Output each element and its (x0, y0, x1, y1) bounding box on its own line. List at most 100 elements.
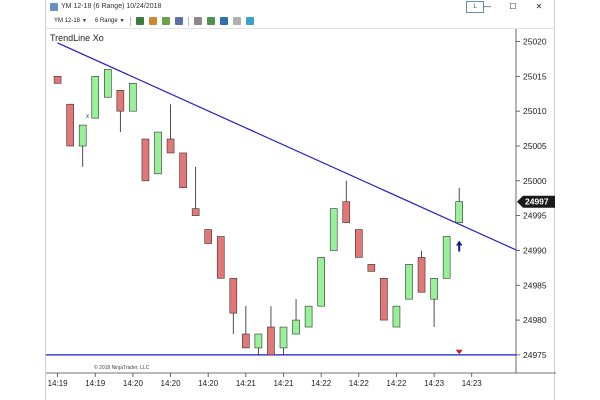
y-tick-label: 24995 (523, 211, 547, 221)
buy-arrow-marker (456, 240, 463, 252)
arrow-shaft (458, 245, 461, 252)
x-tick-label: 14:21 (236, 379, 257, 388)
minimize-button[interactable]: — (483, 2, 491, 11)
x-tick-label: 14:22 (386, 379, 407, 388)
candle-body (380, 277, 388, 321)
y-tick-label: 24990 (523, 245, 547, 255)
candle-body (267, 326, 275, 356)
price-chart[interactable]: 25020 25015 25010 25005 25000 24995 24990 24985… (46, 29, 556, 390)
chart-title: TrendLine Xo (50, 33, 104, 43)
link-badge-button[interactable]: L (466, 1, 484, 13)
candle (405, 264, 413, 300)
candle-body (292, 319, 300, 335)
candle-body (91, 76, 100, 119)
candle-body (329, 208, 338, 251)
x-tick-label: 14:23 (424, 379, 445, 388)
properties-icon[interactable] (219, 17, 228, 25)
candle (354, 229, 363, 258)
share-icon[interactable] (232, 17, 241, 25)
app-icon (50, 3, 58, 11)
candle (367, 264, 376, 272)
y-tick-label: 25015 (523, 71, 547, 81)
template-icon[interactable] (206, 17, 215, 25)
candle-body (317, 257, 325, 307)
y-tick-label: 25000 (523, 176, 547, 186)
candle-body (354, 229, 363, 258)
candle (141, 138, 150, 182)
y-tick-label: 25010 (523, 106, 547, 116)
chart-toolbar: YM 12-18 ▼ 6 Range ▼ (46, 14, 554, 29)
candle (66, 103, 74, 147)
title-bar[interactable]: YM 12-18 (6 Range) 10/24/2018 L — ☐ ✕ (46, 0, 554, 14)
candle (380, 277, 388, 321)
close-button[interactable]: ✕ (535, 2, 543, 11)
candle-body (342, 201, 351, 223)
indicator-icon[interactable] (161, 17, 170, 25)
candle (216, 236, 225, 279)
copyright-notice: © 2018 NinjaTrader, LLC (94, 365, 150, 371)
sell-triangle-marker (455, 349, 463, 355)
draw-tool-icon[interactable] (148, 17, 157, 25)
arrow-head (456, 240, 463, 246)
candle-body (179, 152, 187, 189)
candle (317, 257, 325, 307)
maximize-button[interactable]: ☐ (509, 2, 517, 11)
x-tick-label: 14:20 (161, 379, 182, 388)
candle (430, 277, 438, 328)
trendline (57, 42, 516, 251)
candle (204, 229, 212, 244)
candle-body (229, 277, 238, 314)
candle (129, 83, 137, 112)
candle-body (53, 76, 62, 84)
candlestick-chart[interactable]: 25020 25015 25010 25005 25000 24995 24990 24985… (46, 29, 556, 390)
candle-body (141, 138, 150, 182)
x-tick-label: 14:21 (273, 379, 294, 388)
window-title: YM 12-18 (6 Range) 10/24/2018 (61, 3, 162, 10)
candle (78, 124, 87, 167)
candle-body (430, 277, 438, 300)
candle (267, 306, 275, 356)
candle-body (116, 89, 125, 112)
chevron-down-icon: ▼ (82, 18, 87, 24)
x-tick-label: 14:20 (123, 379, 144, 388)
interval-selector[interactable]: 6 Range ▼ (95, 14, 125, 28)
candle-body (78, 124, 87, 147)
instrument-selector[interactable]: YM 12-18 ▼ (54, 14, 87, 28)
candle (179, 152, 187, 189)
candle (329, 208, 338, 251)
candle (304, 305, 313, 328)
bars-type-icon[interactable] (135, 17, 144, 25)
chart-window: YM 12-18 (6 Range) 10/24/2018 L — ☐ ✕ YM… (45, 0, 556, 400)
candle (191, 166, 200, 216)
screenshot-icon[interactable] (245, 17, 254, 25)
y-tick-label: 24975 (523, 350, 547, 360)
candle-body (166, 138, 175, 154)
toolbar-divider (129, 16, 131, 26)
candle-body (442, 236, 451, 279)
zoom-icon[interactable] (193, 17, 202, 25)
candle (442, 236, 451, 279)
candle (254, 333, 263, 355)
candle-body (154, 131, 162, 175)
instrument-label: YM 12-18 (54, 18, 81, 24)
candle-body (204, 229, 212, 244)
candle-body (455, 201, 464, 223)
candle-body (405, 264, 413, 300)
candle-body (216, 236, 225, 279)
candle (116, 89, 125, 133)
strategy-icon[interactable] (174, 17, 183, 25)
x-tick-label: 14:19 (48, 379, 69, 388)
chevron-down-icon: ▼ (119, 18, 125, 24)
candle-body (254, 333, 263, 349)
current-price-badge (517, 195, 555, 208)
candle (154, 131, 162, 175)
candle-body (129, 83, 137, 112)
current-price-label: 24997 (525, 197, 549, 207)
x-tick-label: 14:23 (462, 379, 483, 388)
y-tick-label: 25020 (523, 37, 547, 47)
interval-label: 6 Range (94, 18, 118, 24)
candle-body (392, 305, 401, 328)
side-marker: x (86, 114, 89, 120)
candle (455, 187, 464, 223)
candle-body (191, 208, 200, 216)
